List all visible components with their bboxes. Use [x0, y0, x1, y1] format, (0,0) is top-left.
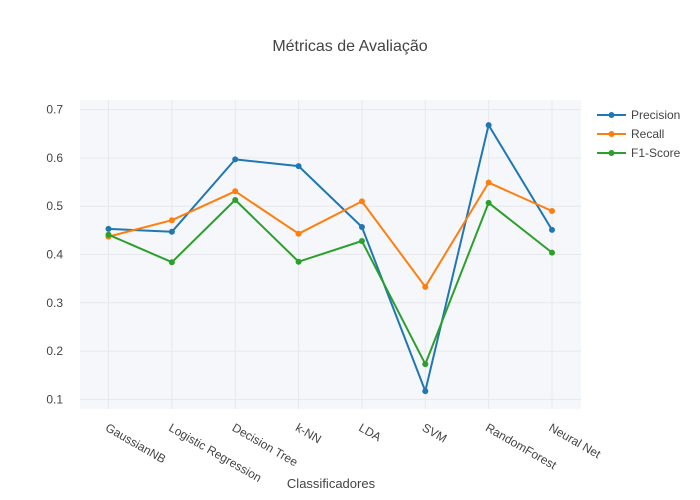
data-point[interactable] — [485, 122, 492, 129]
legend-marker — [608, 150, 615, 156]
data-point[interactable] — [358, 198, 365, 205]
chart-title: Métricas de Avaliação — [272, 38, 427, 55]
legend-marker — [608, 112, 615, 118]
series-precision[interactable] — [105, 122, 556, 395]
data-point[interactable] — [549, 226, 555, 233]
legend-marker — [608, 131, 615, 137]
data-point[interactable] — [485, 199, 492, 206]
y-tick-label: 0.4 — [46, 248, 63, 262]
data-point[interactable] — [422, 283, 429, 290]
y-tick-label: 0.7 — [46, 103, 63, 117]
x-tick-label: SVM — [420, 420, 450, 445]
x-tick-label: GaussianNB — [103, 420, 168, 466]
data-point[interactable] — [485, 179, 492, 186]
data-point[interactable] — [295, 258, 302, 265]
legend-item[interactable]: Recall — [597, 127, 664, 141]
data-point[interactable] — [549, 249, 555, 256]
data-point[interactable] — [232, 156, 239, 163]
data-point[interactable] — [358, 223, 365, 230]
data-point[interactable] — [422, 388, 429, 395]
data-point[interactable] — [549, 208, 555, 215]
series-line[interactable] — [108, 198, 553, 366]
x-axis-title: Classificadores — [287, 476, 376, 491]
y-tick-label: 0.5 — [46, 199, 63, 213]
data-point[interactable] — [168, 228, 175, 235]
x-tick-label: k-NN — [293, 420, 324, 446]
data-point[interactable] — [168, 217, 175, 224]
legend-label: Precision — [631, 108, 680, 122]
legend-label: Recall — [631, 127, 664, 141]
x-tick-label: Neural Net — [547, 420, 604, 461]
series-line[interactable] — [108, 181, 553, 288]
series-line[interactable] — [108, 124, 553, 393]
legend-item[interactable]: F1-Score — [597, 146, 681, 160]
series-layer — [105, 122, 556, 395]
y-tick-label: 0.1 — [46, 392, 63, 406]
data-point[interactable] — [232, 196, 239, 203]
legend-item[interactable]: Precision — [597, 108, 680, 122]
data-point[interactable] — [105, 231, 112, 238]
data-point[interactable] — [358, 237, 365, 244]
data-point[interactable] — [168, 259, 175, 266]
data-point[interactable] — [105, 225, 112, 232]
y-tick-label: 0.6 — [46, 151, 63, 165]
legend[interactable]: Precision Recall F1-Score — [597, 108, 681, 160]
x-tick-label: LDA — [356, 420, 383, 444]
legend-label: F1-Score — [631, 146, 681, 160]
y-axis: 0.1 0.2 0.3 0.4 0.5 0.6 0.7 — [46, 103, 63, 407]
data-point[interactable] — [295, 230, 302, 237]
y-tick-label: 0.2 — [46, 344, 63, 358]
y-tick-label: 0.3 — [46, 296, 63, 310]
data-point[interactable] — [295, 163, 302, 170]
series-f1-score[interactable] — [105, 196, 556, 368]
data-point[interactable] — [232, 188, 239, 195]
data-point[interactable] — [422, 361, 429, 368]
